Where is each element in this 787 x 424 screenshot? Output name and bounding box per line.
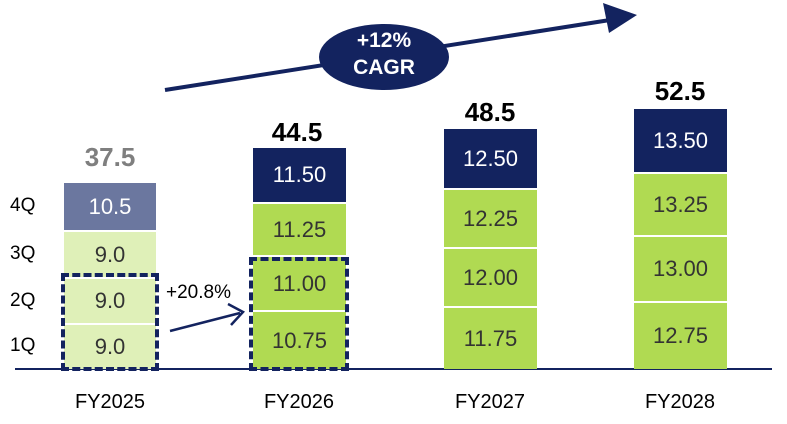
bar-fy2026-1q: 10.75 xyxy=(253,312,346,369)
bar-fy2028-2q: 13.00 xyxy=(634,237,727,301)
growth-arrowhead-icon xyxy=(227,302,246,326)
x-label-fy2028: FY2028 xyxy=(644,391,716,413)
quarter-label-4q: 4Q xyxy=(10,195,36,216)
bar-fy2027-3q: 12.25 xyxy=(444,190,537,247)
bar-fy2026-4q: 11.50 xyxy=(253,148,346,202)
bar-fy2027-2q: 12.00 xyxy=(444,249,537,306)
bar-fy2028-1q: 12.75 xyxy=(634,303,727,369)
quarter-label-2q: 2Q xyxy=(10,290,36,311)
bar-fy2026-3q: 11.25 xyxy=(253,204,346,255)
quarter-label-1q: 1Q xyxy=(10,335,36,356)
bar-fy2025-1q: 9.0 xyxy=(64,325,156,369)
x-label-fy2025: FY2025 xyxy=(74,391,146,413)
highlight-box-fy2026-h1 xyxy=(249,257,349,371)
bar-fy2025-4q: 10.5 xyxy=(64,183,156,230)
growth-arrow-line xyxy=(169,311,241,333)
growth-label: +20.8% xyxy=(166,282,231,303)
bar-fy2027-4q: 12.50 xyxy=(444,129,537,188)
bar-fy2028-4q: 13.50 xyxy=(634,109,727,172)
x-label-fy2027: FY2027 xyxy=(454,391,526,413)
cagr-ellipse xyxy=(319,24,449,90)
cagr-arrowhead-icon xyxy=(603,3,637,33)
bar-fy2028-3q: 13.25 xyxy=(634,174,727,235)
bar-fy2025-2q: 9.0 xyxy=(64,279,156,323)
total-fy2025: 37.5 xyxy=(84,142,136,172)
total-fy2026: 44.5 xyxy=(271,117,323,147)
bar-fy2025-3q: 9.0 xyxy=(64,232,156,277)
highlight-box-fy2025-h1 xyxy=(61,273,159,371)
total-fy2027: 48.5 xyxy=(464,97,516,127)
bar-fy2026-2q: 11.00 xyxy=(253,257,346,310)
x-label-fy2026: FY2026 xyxy=(263,391,335,413)
quarter-label-3q: 3Q xyxy=(10,243,36,264)
total-fy2028: 52.5 xyxy=(654,76,706,106)
cagr-percent: +12% xyxy=(356,29,412,52)
cagr-label: CAGR xyxy=(353,56,415,79)
cagr-badge: +12% CAGR xyxy=(319,27,449,81)
bar-fy2027-1q: 11.75 xyxy=(444,308,537,369)
